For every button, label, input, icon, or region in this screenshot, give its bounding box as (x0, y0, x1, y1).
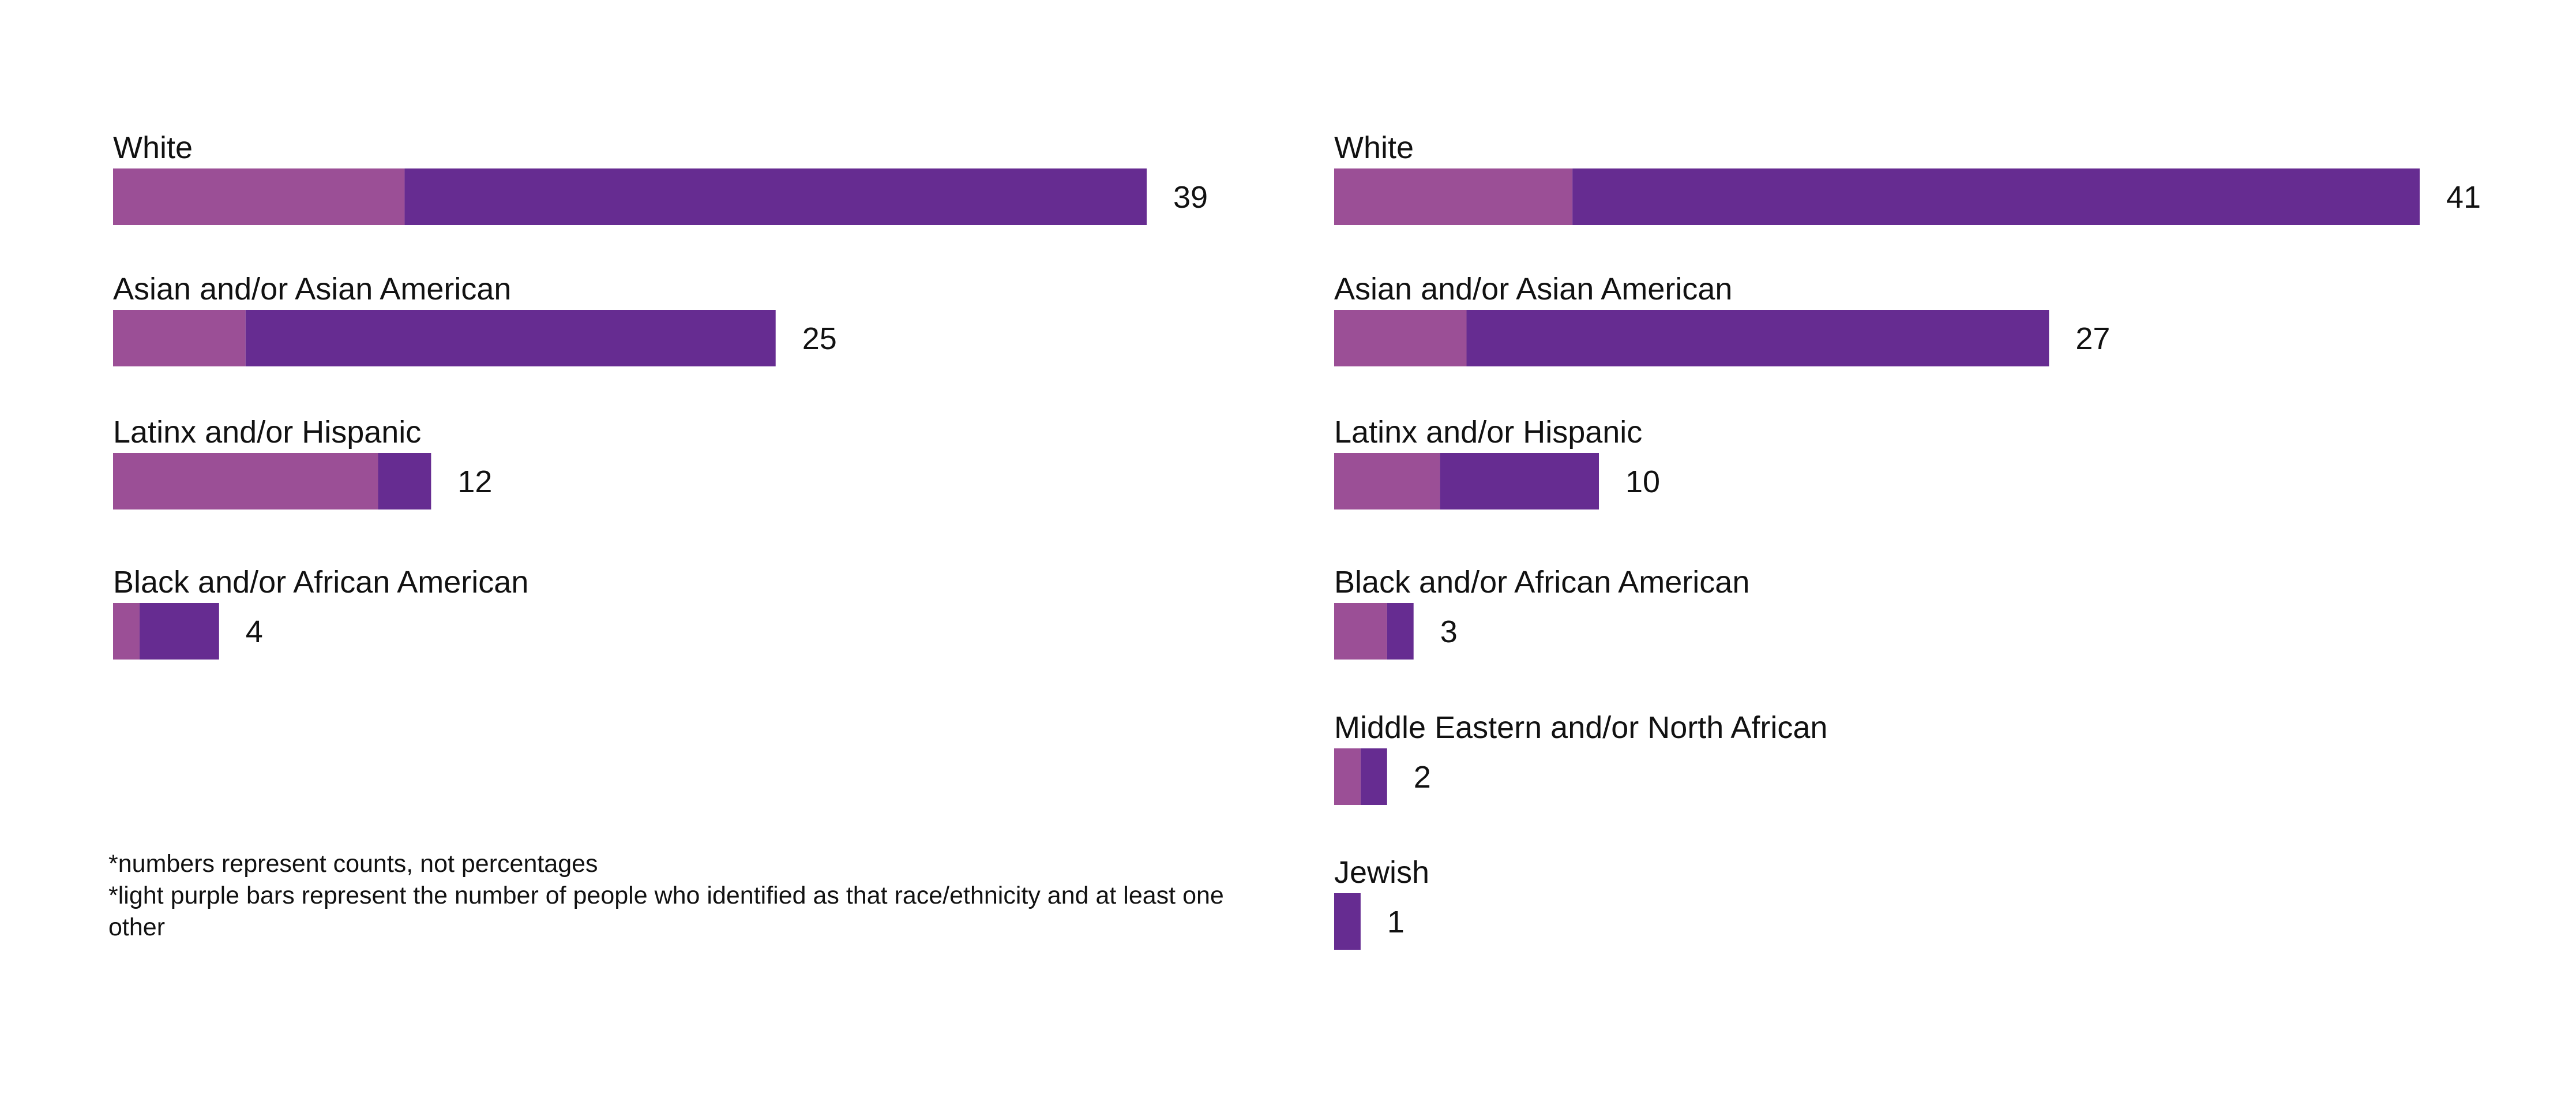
bar-multi-1-white (113, 168, 405, 225)
value-label-1-asian-and-or-asian-american: 25 (802, 321, 837, 356)
category-label-1-asian-and-or-asian-american: Asian and/or Asian American (113, 272, 511, 306)
bar-single-1-asian-and-or-asian-american (245, 310, 776, 366)
category-label-1-black-and-or-african-american: Black and/or African American (113, 565, 528, 600)
bar-multi-2-latinx-and-or-hispanic (1334, 453, 1440, 509)
bar-multi-1-asian-and-or-asian-american (113, 310, 246, 366)
bar-multi-2-asian-and-or-asian-american (1334, 310, 1467, 366)
bar-single-1-white (404, 168, 1147, 225)
category-label-2-black-and-or-african-american: Black and/or African American (1334, 565, 1749, 600)
bar-single-2-white (1572, 168, 2420, 225)
category-label-2-latinx-and-or-hispanic: Latinx and/or Hispanic (1334, 415, 1642, 449)
footnote-light-purple: *light purple bars represent the number … (108, 882, 1224, 941)
value-label-2-white: 41 (2446, 180, 2481, 215)
bar-multi-2-middle-eastern-and-or-north-african (1334, 748, 1361, 805)
value-label-2-black-and-or-african-american: 3 (1440, 615, 1458, 649)
bar-single-2-black-and-or-african-american (1387, 603, 1414, 660)
bar-multi-2-black-and-or-african-american (1334, 603, 1387, 660)
bar-single-2-latinx-and-or-hispanic (1440, 453, 1599, 509)
category-label-1-latinx-and-or-hispanic: Latinx and/or Hispanic (113, 415, 421, 449)
value-label-2-asian-and-or-asian-american: 27 (2075, 321, 2110, 356)
value-label-2-jewish: 1 (1387, 905, 1405, 939)
value-label-2-middle-eastern-and-or-north-african: 2 (1414, 760, 1431, 795)
value-label-1-black-and-or-african-american: 4 (246, 615, 263, 649)
value-label-1-white: 39 (1173, 180, 1208, 215)
value-label-2-latinx-and-or-hispanic: 10 (1625, 464, 1660, 499)
bar-single-1-latinx-and-or-hispanic (378, 453, 431, 509)
category-label-2-middle-eastern-and-or-north-african: Middle Eastern and/or North African (1334, 710, 1827, 745)
bar-multi-1-latinx-and-or-hispanic (113, 453, 378, 509)
category-label-1-white: White (113, 130, 193, 165)
bar-single-1-black-and-or-african-american (139, 603, 219, 660)
category-label-2-asian-and-or-asian-american: Asian and/or Asian American (1334, 272, 1732, 306)
bar-single-2-jewish (1334, 893, 1361, 950)
category-label-2-white: White (1334, 130, 1414, 165)
value-label-1-latinx-and-or-hispanic: 12 (457, 464, 492, 499)
bar-single-2-asian-and-or-asian-american (1466, 310, 2049, 366)
footnote-counts: *numbers represent counts, not percentag… (108, 850, 598, 878)
bar-multi-2-white (1334, 168, 1573, 225)
footnotes: *numbers represent counts, not percentag… (108, 848, 1233, 943)
bar-single-2-middle-eastern-and-or-north-african (1360, 748, 1387, 805)
bar-multi-1-black-and-or-african-american (113, 603, 140, 660)
category-label-2-jewish: Jewish (1334, 855, 1429, 890)
